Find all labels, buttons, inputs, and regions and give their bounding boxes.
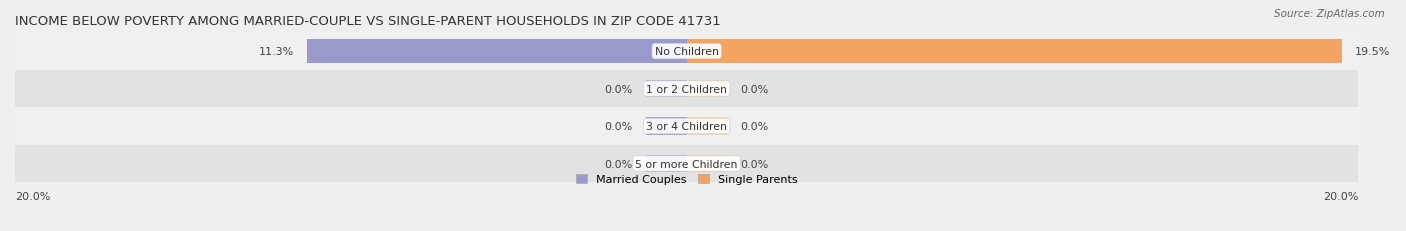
Bar bbox=[15, 33, 1358, 70]
Text: Source: ZipAtlas.com: Source: ZipAtlas.com bbox=[1274, 9, 1385, 19]
Text: 0.0%: 0.0% bbox=[605, 159, 633, 169]
Text: INCOME BELOW POVERTY AMONG MARRIED-COUPLE VS SINGLE-PARENT HOUSEHOLDS IN ZIP COD: INCOME BELOW POVERTY AMONG MARRIED-COUPL… bbox=[15, 15, 721, 28]
Bar bbox=[686, 80, 727, 98]
Text: 20.0%: 20.0% bbox=[15, 191, 51, 201]
Bar bbox=[647, 155, 686, 173]
Bar bbox=[15, 108, 1358, 145]
Text: 19.5%: 19.5% bbox=[1355, 47, 1391, 57]
Text: 0.0%: 0.0% bbox=[741, 159, 769, 169]
Text: 0.0%: 0.0% bbox=[741, 122, 769, 131]
Text: 11.3%: 11.3% bbox=[259, 47, 294, 57]
Bar bbox=[686, 40, 1341, 64]
Bar bbox=[15, 145, 1358, 182]
Bar bbox=[647, 118, 686, 135]
Text: 0.0%: 0.0% bbox=[741, 84, 769, 94]
Text: 0.0%: 0.0% bbox=[605, 122, 633, 131]
Text: 3 or 4 Children: 3 or 4 Children bbox=[647, 122, 727, 131]
Text: 20.0%: 20.0% bbox=[1323, 191, 1358, 201]
Text: No Children: No Children bbox=[655, 47, 718, 57]
Text: 5 or more Children: 5 or more Children bbox=[636, 159, 738, 169]
Bar bbox=[686, 155, 727, 173]
Text: 0.0%: 0.0% bbox=[605, 84, 633, 94]
Bar bbox=[15, 70, 1358, 108]
Bar bbox=[647, 80, 686, 98]
Legend: Married Couples, Single Parents: Married Couples, Single Parents bbox=[572, 170, 801, 189]
Bar bbox=[686, 118, 727, 135]
Bar bbox=[307, 40, 686, 64]
Text: 1 or 2 Children: 1 or 2 Children bbox=[647, 84, 727, 94]
